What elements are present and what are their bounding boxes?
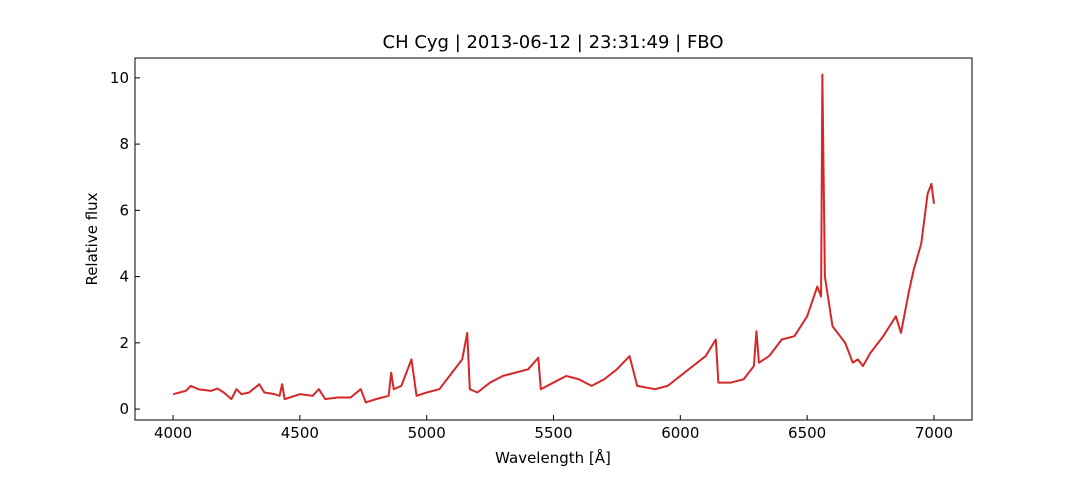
y-tick-label: 6 — [119, 201, 129, 219]
x-tick-label: 5500 — [534, 424, 572, 442]
y-tick-label: 2 — [119, 334, 129, 352]
chart-title: CH Cyg | 2013-06-12 | 23:31:49 | FBO — [383, 32, 724, 53]
y-axis-label: Relative flux — [83, 192, 101, 285]
y-tick-label: 10 — [110, 69, 129, 87]
plot-frame — [134, 57, 973, 421]
y-tick-label: 4 — [119, 268, 129, 286]
x-tick-label: 6000 — [661, 424, 699, 442]
x-tick-label: 6500 — [788, 424, 826, 442]
x-tick-label: 4000 — [154, 424, 192, 442]
x-tick-label: 5000 — [408, 424, 446, 442]
x-tick-label: 7000 — [915, 424, 953, 442]
x-tick-label: 4500 — [281, 424, 319, 442]
y-tick-label: 8 — [119, 135, 129, 153]
x-axis-label: Wavelength [Å] — [495, 448, 611, 467]
y-tick-label: 0 — [119, 400, 129, 418]
spectrum-line — [172, 73, 935, 404]
